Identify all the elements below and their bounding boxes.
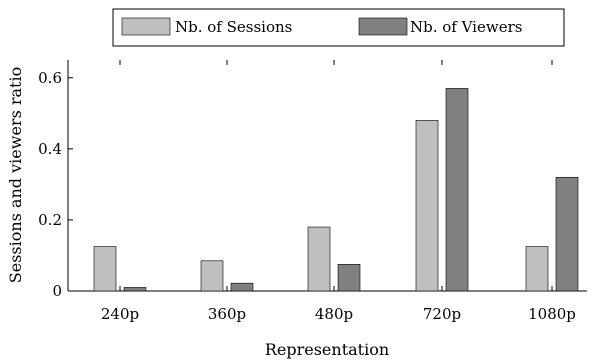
bar-viewers-360p [230, 282, 254, 292]
bar-sessions-1080p [525, 246, 549, 292]
legend-label-viewers: Nb. of Viewers [410, 18, 522, 36]
x-tick-label: 720p [423, 305, 461, 323]
bar-sessions-480p [307, 226, 331, 292]
legend-box [112, 8, 565, 47]
x-tick-label: 1080p [528, 305, 576, 323]
legend-label-sessions: Nb. of Sessions [175, 18, 292, 36]
y-axis-title: Sessions and viewers ratio [6, 67, 25, 283]
bar-viewers-1080p [555, 176, 579, 292]
bar-sessions-360p [200, 260, 224, 292]
bars-group [93, 88, 579, 292]
bar-sessions-240p [93, 246, 117, 292]
x-axis-ticks: 240p 360p 480p 720p 1080p [101, 60, 576, 323]
x-axis-title: Representation [265, 340, 389, 359]
legend-swatch-sessions [121, 17, 171, 36]
y-tick-label: 0.6 [38, 69, 62, 87]
x-tick-label: 480p [315, 305, 353, 323]
legend-swatch-viewers [358, 17, 408, 36]
legend: Nb. of Sessions Nb. of Viewers [112, 8, 565, 47]
x-tick-label: 360p [208, 305, 246, 323]
y-tick-label: 0.2 [38, 211, 62, 229]
y-axis-ticks: 0 0.2 0.4 0.6 [38, 69, 73, 300]
y-tick-label: 0.4 [38, 140, 62, 158]
bar-viewers-480p [337, 264, 361, 292]
x-tick-label: 240p [101, 305, 139, 323]
bar-viewers-240p [123, 287, 147, 292]
y-tick-label: 0 [52, 282, 62, 300]
bar-sessions-720p [415, 120, 439, 292]
bar-viewers-720p [445, 88, 469, 292]
